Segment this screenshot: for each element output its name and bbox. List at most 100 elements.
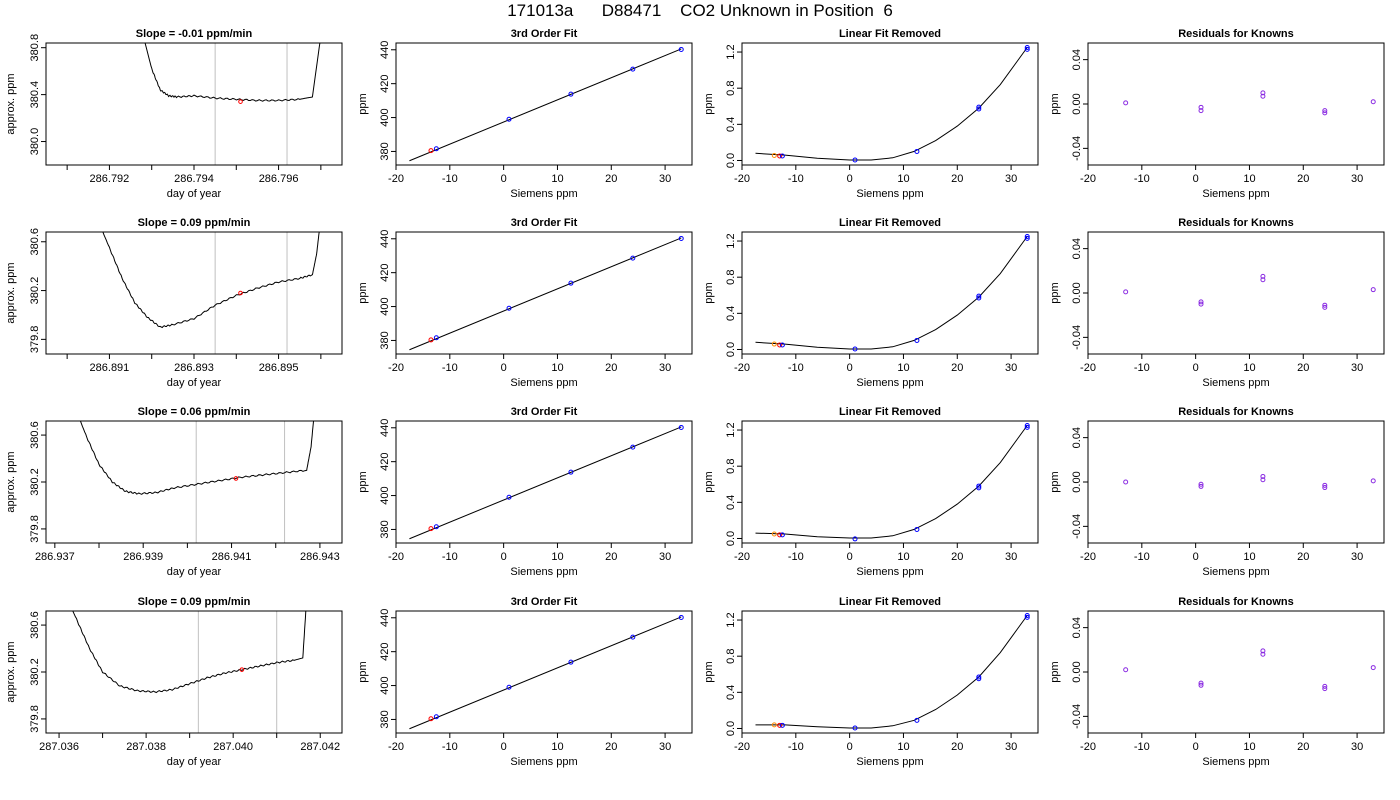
y-axis-label: approx. ppm xyxy=(5,73,17,134)
figure-title: 171013a D88471 CO2 Unknown in Position 6 xyxy=(507,1,893,20)
x-tick-label: 10 xyxy=(1243,173,1255,185)
data-point xyxy=(1198,680,1204,686)
y-tick-label: 0.8 xyxy=(725,459,737,474)
plot-area xyxy=(1123,90,1376,116)
x-tick-label: -10 xyxy=(788,173,804,185)
plot-frame xyxy=(1087,42,1385,166)
plot-area xyxy=(409,424,684,540)
panel-4-4: Residuals for Knowns -20 -10 0 10 20 30 Siemens… xyxy=(1049,596,1385,768)
y-axis-label: ppm xyxy=(357,471,369,492)
data-point xyxy=(1024,614,1030,620)
data-point xyxy=(630,66,636,72)
data-point xyxy=(1370,665,1376,671)
y-tick-label: 380.0 xyxy=(29,128,41,156)
x-tick-label: 30 xyxy=(1351,551,1363,563)
y-tick-label: 0.00 xyxy=(1071,93,1083,114)
plot-frame xyxy=(741,610,1039,734)
data-point xyxy=(914,526,920,532)
x-tick-label: 286.893 xyxy=(174,362,214,374)
y-tick-label: 0.4 xyxy=(725,117,737,132)
y-tick-label: 380 xyxy=(379,710,391,728)
x-tick-label: 30 xyxy=(1005,741,1017,753)
x-tick-label: -10 xyxy=(1134,173,1150,185)
data-point xyxy=(1260,93,1266,99)
x-tick-label: -20 xyxy=(734,362,750,374)
plot-area xyxy=(409,614,684,730)
data-point xyxy=(678,614,684,620)
x-tick-label: 20 xyxy=(951,362,963,374)
panel-3-3: Linear Fit Removed -20 -10 0 10 20 30 Siemens p… xyxy=(703,406,1039,578)
y-tick-label: 0.8 xyxy=(725,649,737,664)
y-axis-label: ppm xyxy=(703,471,715,492)
unknown-marker xyxy=(239,667,245,672)
y-tick-label: 0.04 xyxy=(1071,427,1083,448)
x-tick-label: 20 xyxy=(1297,173,1309,185)
panel-title: Residuals for Knowns xyxy=(1178,217,1294,229)
data-point xyxy=(568,469,574,475)
data-point xyxy=(630,634,636,640)
data-point xyxy=(771,722,777,728)
y-tick-label: 0.4 xyxy=(725,306,737,321)
panel-title: Residuals for Knowns xyxy=(1178,28,1294,40)
data-point xyxy=(976,485,982,491)
y-axis-label: ppm xyxy=(703,93,715,114)
data-point xyxy=(428,337,434,343)
x-tick-label: -20 xyxy=(734,551,750,563)
y-tick-label: 379.8 xyxy=(29,515,41,543)
fit-line xyxy=(409,616,682,730)
x-tick-label: 286.792 xyxy=(90,173,130,185)
y-tick-label: -0.04 xyxy=(1071,136,1083,161)
data-point xyxy=(1260,273,1266,279)
x-tick-label: 0 xyxy=(501,362,507,374)
data-point xyxy=(1024,423,1030,429)
x-tick-label: 287.036 xyxy=(39,741,79,753)
plot-frame xyxy=(395,610,693,734)
plot-frame xyxy=(395,42,693,166)
y-tick-label: 0.4 xyxy=(725,685,737,700)
y-tick-label: -0.04 xyxy=(1071,514,1083,539)
y-tick-label: 1.2 xyxy=(725,612,737,627)
x-tick-label: 30 xyxy=(1351,173,1363,185)
data-point xyxy=(1322,304,1328,310)
x-tick-label: 20 xyxy=(605,173,617,185)
x-tick-label: 30 xyxy=(659,741,671,753)
y-tick-label: 380.4 xyxy=(29,81,41,109)
panel-title: 3rd Order Fit xyxy=(511,28,578,40)
panel-4-3: Linear Fit Removed -20 -10 0 10 20 30 Siemens p… xyxy=(703,596,1039,768)
data-point xyxy=(779,722,785,728)
x-tick-label: -10 xyxy=(1134,362,1150,374)
x-axis-label: Siemens ppm xyxy=(856,566,923,578)
plot-area xyxy=(755,613,1030,731)
unknown-marker xyxy=(238,290,243,296)
x-axis-label: day of year xyxy=(167,756,222,768)
y-tick-label: 379.8 xyxy=(29,326,41,354)
x-tick-label: 286.939 xyxy=(123,551,163,563)
fit-curve xyxy=(755,425,1028,539)
x-tick-label: 20 xyxy=(951,551,963,563)
x-tick-label: 286.895 xyxy=(259,362,299,374)
panel-title: Residuals for Knowns xyxy=(1178,406,1294,418)
y-tick-label: 380.2 xyxy=(29,277,41,305)
y-tick-label: 0.8 xyxy=(725,270,737,285)
plot-frame xyxy=(1087,231,1385,355)
data-point xyxy=(1260,648,1266,654)
data-point xyxy=(976,104,982,110)
x-tick-label: -10 xyxy=(442,362,458,374)
x-tick-label: 287.042 xyxy=(300,741,340,753)
data-point xyxy=(568,659,574,665)
x-tick-label: 0 xyxy=(1193,173,1199,185)
plot-area xyxy=(1123,273,1376,310)
plot-frame xyxy=(45,42,343,166)
y-tick-label: 420 xyxy=(379,263,391,281)
y-tick-label: 380.2 xyxy=(29,468,41,496)
data-point xyxy=(1260,90,1266,96)
x-tick-label: -10 xyxy=(1134,551,1150,563)
data-point xyxy=(678,235,684,241)
series-trace xyxy=(79,421,315,495)
fit-line xyxy=(409,426,682,540)
data-point xyxy=(771,531,777,537)
y-tick-label: 380 xyxy=(379,331,391,349)
x-axis-label: Siemens ppm xyxy=(510,566,577,578)
panel-title: Linear Fit Removed xyxy=(839,28,941,40)
plot-frame xyxy=(741,231,1039,355)
